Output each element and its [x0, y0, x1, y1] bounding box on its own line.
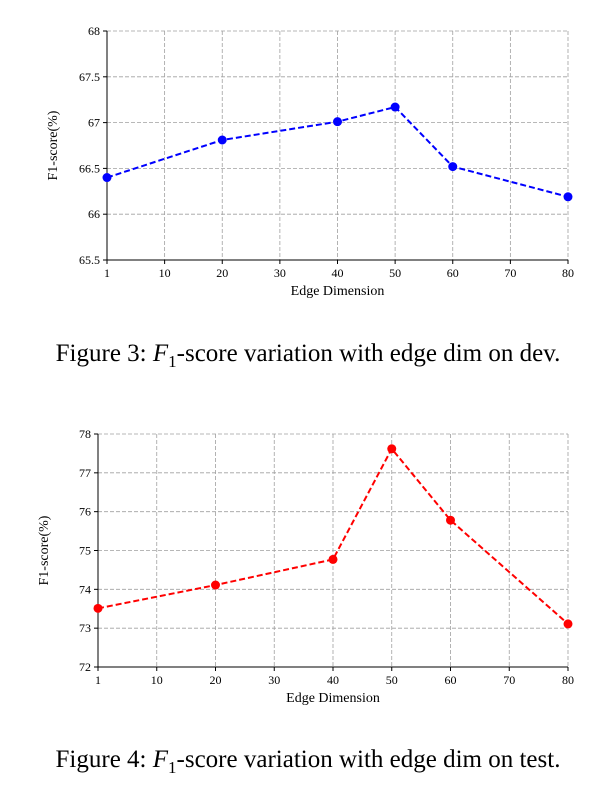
x-tick-label: 70	[503, 673, 515, 687]
x-tick-label: 1	[104, 266, 110, 280]
x-tick-label: 30	[268, 673, 280, 687]
data-point	[563, 619, 573, 629]
x-tick-label: 60	[447, 266, 459, 280]
data-point	[387, 444, 397, 454]
figure-3: 1 10 20 30 40 50 60 70 80 65.5 66 66.5 67 67.5 68 Edge …	[0, 0, 616, 390]
data-point	[448, 162, 458, 172]
data-point	[93, 603, 103, 613]
y-tick-label: 75	[79, 544, 91, 558]
x-tick-label: 20	[216, 266, 228, 280]
figure-3-caption-text: -score variation with edge dim on dev.	[176, 340, 561, 367]
y-tick-label: 74	[79, 582, 91, 596]
x-axis-label: Edge Dimension	[291, 284, 385, 299]
grid	[98, 433, 569, 668]
figure-4-caption: Figure 4: F1-score variation with edge d…	[0, 746, 616, 778]
data-point	[211, 580, 220, 590]
x-tick-label: 50	[386, 673, 398, 687]
data-point	[328, 554, 338, 564]
figure-4-number: Figure 4:	[55, 746, 147, 773]
figure-4-caption-subscript: 1	[168, 758, 177, 777]
y-tick-label: 67	[88, 116, 100, 130]
x-tick-label: 10	[151, 673, 163, 687]
x-tick-label: 1	[95, 673, 101, 687]
dev-f1-line-chart: 1 10 20 30 40 50 60 70 80 65.5 66 66.5 67 67.5 68 Edge …	[46, 24, 574, 299]
y-tick-label: 66	[88, 207, 100, 221]
x-tick-label: 40	[332, 266, 344, 280]
y-tick-label: 68	[88, 24, 100, 38]
figure-4: 1 10 20 30 40 50 60 70 80 72 73 74 75 76 77 78 Edge Dime…	[0, 404, 616, 785]
grid	[107, 30, 569, 261]
series-line	[106, 105, 569, 198]
test-f1-line-chart: 1 10 20 30 40 50 60 70 80 72 73 74 75 76 77 78 Edge Dime…	[37, 427, 574, 706]
y-tick-label: 73	[79, 621, 91, 635]
y-axis-label: F1-score(%)	[46, 110, 61, 180]
figure-3-caption: Figure 3: F1-score variation with edge d…	[0, 340, 616, 372]
x-tick-label: 80	[562, 673, 574, 687]
y-tick-label: 78	[79, 427, 91, 441]
x-tick-label: 10	[159, 266, 171, 280]
y-tick-label: 66.5	[79, 161, 100, 175]
x-tick-label: 80	[562, 266, 574, 280]
y-axis-label: F1-score(%)	[37, 515, 52, 585]
y-tick-label: 72	[79, 660, 91, 674]
figure-4-caption-text: -score variation with edge dim on test.	[176, 746, 561, 773]
x-tick-label: 60	[445, 673, 457, 687]
y-tick-label: 76	[79, 505, 91, 519]
x-tick-label: 50	[389, 266, 401, 280]
x-tick-label: 40	[327, 673, 339, 687]
data-point	[333, 117, 342, 127]
figure-3-caption-variable: F	[152, 340, 169, 367]
x-axis-label: Edge Dimension	[286, 691, 380, 706]
data-point	[217, 135, 227, 145]
data-point	[563, 192, 573, 202]
y-tick-label: 67.5	[79, 70, 100, 84]
x-tick-label: 20	[210, 673, 222, 687]
data-point	[390, 102, 400, 112]
data-point	[446, 515, 455, 525]
data-point	[102, 173, 112, 183]
figure-3-caption-subscript: 1	[168, 352, 177, 371]
series-line	[97, 446, 569, 625]
x-tick-label: 70	[504, 266, 516, 280]
figure-4-caption-variable: F	[152, 746, 169, 773]
y-tick-label: 65.5	[79, 253, 100, 267]
figure-3-number: Figure 3:	[55, 340, 147, 367]
y-tick-label: 77	[79, 466, 91, 480]
x-tick-label: 30	[274, 266, 286, 280]
